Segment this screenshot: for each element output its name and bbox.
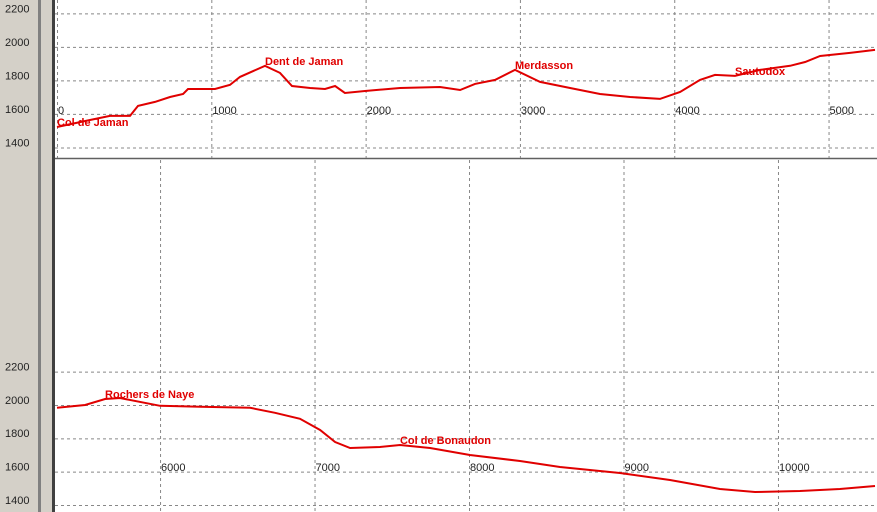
y-tick-label: 2000 — [5, 37, 29, 49]
y-tick-label: 1400 — [5, 137, 29, 149]
y-tick-label: 2200 — [5, 362, 29, 374]
x-tick-label: 7000 — [316, 462, 340, 474]
divider — [52, 0, 55, 512]
x-tick-label: 1000 — [212, 105, 236, 117]
y-tick-label: 2200 — [5, 3, 29, 15]
annotation: Rochers de Naye — [105, 389, 194, 401]
y-tick-label: 1800 — [5, 70, 29, 82]
profile-line — [56, 396, 876, 494]
annotation: Dent de Jaman — [265, 56, 344, 68]
annotation: Merdasson — [515, 60, 573, 72]
divider — [38, 0, 41, 512]
x-tick-label: 3000 — [521, 105, 545, 117]
divider — [41, 0, 52, 512]
plot-area — [55, 0, 877, 512]
annotation: Sautodox — [735, 66, 786, 78]
x-tick-label: 10000 — [779, 462, 810, 474]
x-tick-label: 9000 — [624, 462, 648, 474]
x-tick-label: 2000 — [367, 105, 391, 117]
annotation: Col de Bonaudon — [400, 435, 491, 447]
annotation: Col de Jaman — [57, 117, 129, 129]
y-tick-label: 1800 — [5, 428, 29, 440]
x-tick-label: 6000 — [161, 462, 185, 474]
x-tick-label: 4000 — [675, 105, 699, 117]
y-tick-label: 2000 — [5, 395, 29, 407]
axis-strip — [0, 0, 38, 512]
x-tick-label: 8000 — [470, 462, 494, 474]
y-tick-label: 1600 — [5, 104, 29, 116]
x-tick-label: 5000 — [830, 105, 854, 117]
y-tick-label: 1600 — [5, 462, 29, 474]
y-tick-label: 1400 — [5, 495, 29, 507]
x-tick-label: 0 — [58, 105, 64, 117]
profile-line — [56, 48, 876, 128]
